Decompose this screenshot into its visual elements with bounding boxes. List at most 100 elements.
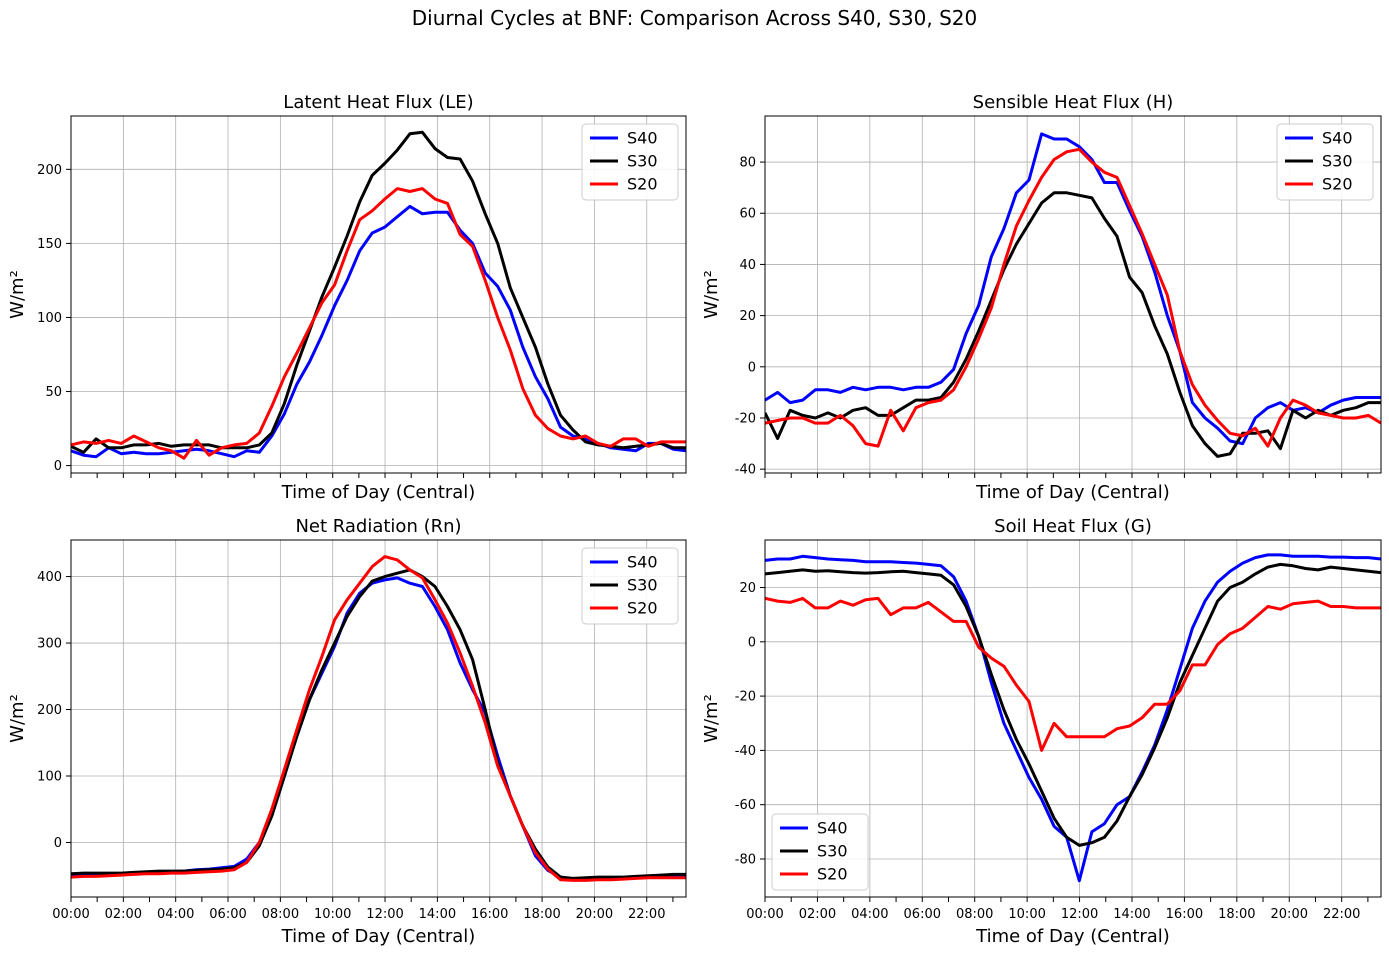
y-tick-label: 400 <box>37 570 62 585</box>
y-tick-label: 200 <box>37 703 62 718</box>
legend-label-s40: S40 <box>627 129 658 148</box>
x-tick-label: 00:00 <box>746 907 783 922</box>
y-tick-label: 300 <box>37 637 62 652</box>
y-tick-label: -20 <box>735 411 756 426</box>
y-axis-label: W/m² <box>701 694 722 743</box>
x-tick-label: 14:00 <box>1113 907 1150 922</box>
y-axis-label: W/m² <box>7 270 28 319</box>
x-tick-label: 10:00 <box>314 907 351 922</box>
x-tick-label: 16:00 <box>471 907 508 922</box>
x-tick-label: 16:00 <box>1166 907 1203 922</box>
legend: S40 S30 S20 <box>1276 123 1374 201</box>
legend-label-s40: S40 <box>1322 129 1353 148</box>
axes-frame <box>764 539 1382 898</box>
y-tick-label: 20 <box>739 581 756 596</box>
series-line-s40 <box>71 204 686 459</box>
x-tick-label: 04:00 <box>157 907 194 922</box>
legend-box <box>1276 123 1374 201</box>
y-tick-label: 0 <box>54 836 62 851</box>
legend-label-s30: S30 <box>1322 152 1353 171</box>
x-tick-label: 18:00 <box>523 907 560 922</box>
x-tick-label: 10:00 <box>1008 907 1045 922</box>
legend-box <box>581 547 679 625</box>
y-tick-label: 100 <box>37 311 62 326</box>
series-line-s40 <box>765 553 1381 883</box>
legend: S40 S30 S20 <box>581 123 679 201</box>
x-tick-label: 08:00 <box>956 907 993 922</box>
x-tick-label: 04:00 <box>851 907 888 922</box>
y-tick-label: 0 <box>54 459 62 474</box>
series-line-s20 <box>71 187 686 460</box>
x-tick-label: 06:00 <box>904 907 941 922</box>
y-tick-label: -40 <box>735 463 756 478</box>
y-tick-label: 80 <box>739 156 756 171</box>
series-line-s20 <box>765 147 1381 448</box>
x-tick-label: 22:00 <box>1323 907 1360 922</box>
x-tick-label: 20:00 <box>576 907 613 922</box>
y-tick-label: -80 <box>735 852 756 867</box>
panel-sensible-heat-flux: -40 -20 0 20 40 60 80 Sensible Heat Flux (H) Tim… <box>701 92 1382 503</box>
series-line-s30 <box>71 568 686 880</box>
legend: S40 S30 S20 <box>581 547 679 625</box>
series-line-s30 <box>765 562 1381 847</box>
x-tick-label: 18:00 <box>1218 907 1255 922</box>
series-line-s30 <box>71 130 686 454</box>
legend-box <box>771 813 869 891</box>
panel-net-radiation: 00:00 02:00 04:00 06:00 08:00 10:00 12:00 14:00… <box>7 516 687 947</box>
legend-label-s30: S30 <box>817 842 848 861</box>
y-tick-label: 0 <box>748 635 756 650</box>
x-tick-label: 20:00 <box>1271 907 1308 922</box>
y-tick-label: 150 <box>37 237 62 252</box>
axes-frame <box>70 539 687 898</box>
x-tick-label: 12:00 <box>366 907 403 922</box>
x-axis-label: Time of Day (Central) <box>975 482 1170 503</box>
panel-soil-heat-flux: 00:00 02:00 04:00 06:00 08:00 10:00 12:00 14:00… <box>701 516 1382 947</box>
x-tick-label: 06:00 <box>209 907 246 922</box>
figure-suptitle: Diurnal Cycles at BNF: Comparison Across… <box>411 6 978 30</box>
x-tick-label: 08:00 <box>262 907 299 922</box>
x-tick-label: 02:00 <box>799 907 836 922</box>
axes-frame <box>764 115 1382 474</box>
y-tick-label: -60 <box>735 798 756 813</box>
legend: S40 S30 S20 <box>771 813 869 891</box>
legend-label-s40: S40 <box>627 553 658 572</box>
y-tick-label: -40 <box>735 744 756 759</box>
panel-title: Net Radiation (Rn) <box>295 516 461 537</box>
legend-label-s40: S40 <box>817 819 848 838</box>
y-axis-label: W/m² <box>701 270 722 319</box>
y-tick-label: 100 <box>37 770 62 785</box>
series-line-s30 <box>765 191 1381 458</box>
x-tick-label: 00:00 <box>52 907 89 922</box>
x-tick-label: 02:00 <box>105 907 142 922</box>
y-tick-label: -20 <box>735 690 756 705</box>
x-axis-label: Time of Day (Central) <box>281 926 476 947</box>
x-tick-label: 22:00 <box>628 907 665 922</box>
legend-label-s20: S20 <box>1322 175 1353 194</box>
series-line-s20 <box>765 596 1381 752</box>
y-tick-label: 200 <box>37 163 62 178</box>
axes-frame <box>70 115 687 474</box>
y-tick-label: 60 <box>739 207 756 222</box>
panel-title: Soil Heat Flux (G) <box>994 516 1152 537</box>
y-tick-label: 40 <box>739 258 756 273</box>
panel-title: Sensible Heat Flux (H) <box>973 92 1174 113</box>
series-line-s20 <box>71 555 686 882</box>
panel-title: Latent Heat Flux (LE) <box>283 92 473 113</box>
x-axis-label: Time of Day (Central) <box>975 926 1170 947</box>
x-tick-label: 14:00 <box>419 907 456 922</box>
y-tick-label: 20 <box>739 309 756 324</box>
legend-label-s30: S30 <box>627 576 658 595</box>
x-axis-label: Time of Day (Central) <box>281 482 476 503</box>
legend-label-s30: S30 <box>627 152 658 171</box>
legend-label-s20: S20 <box>627 599 658 618</box>
panel-latent-heat-flux: 0 50 100 150 200 Latent Heat Flux (LE) Time of… <box>7 92 687 503</box>
series-line-s40 <box>765 132 1381 446</box>
legend-label-s20: S20 <box>817 865 848 884</box>
y-tick-label: 0 <box>748 360 756 375</box>
legend-label-s20: S20 <box>627 175 658 194</box>
legend-box <box>581 123 679 201</box>
x-tick-label: 12:00 <box>1061 907 1098 922</box>
y-tick-label: 50 <box>45 385 62 400</box>
y-axis-label: W/m² <box>7 694 28 743</box>
